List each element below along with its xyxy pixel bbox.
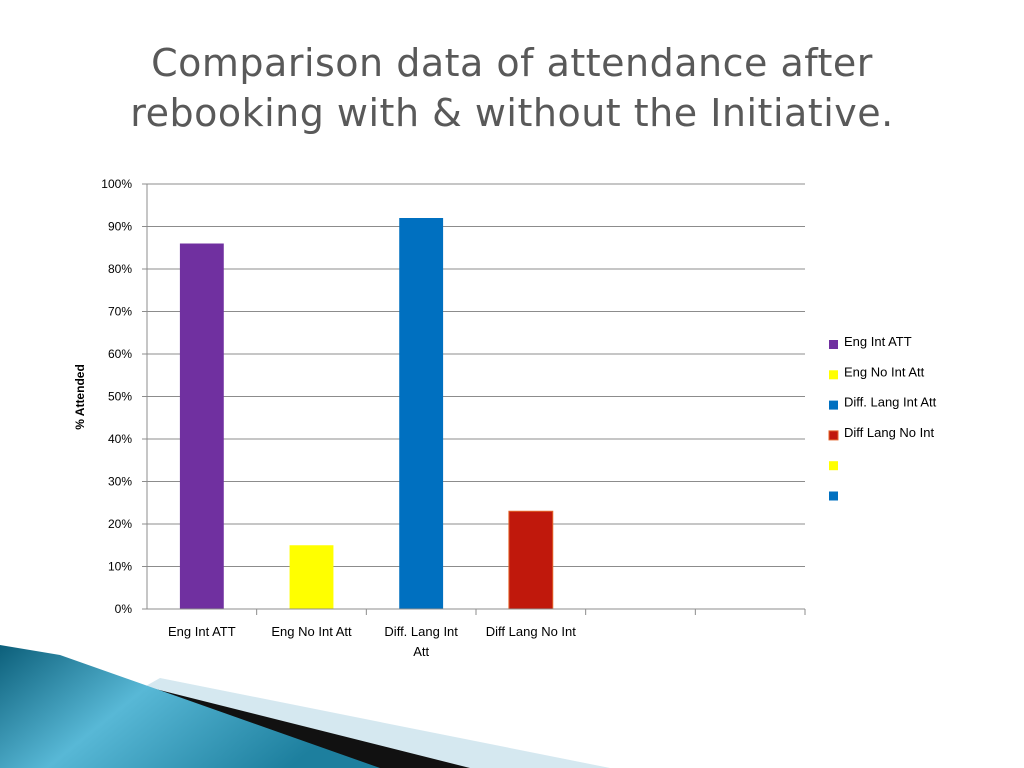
y-tick-label: 70%	[108, 305, 132, 319]
y-axis-ticks: 0% 10% 20% 30% 40% 50% 60% 70% 80% 90% 100%	[101, 177, 147, 616]
legend-label: Eng Int ATT	[844, 334, 912, 349]
x-tick-label: Diff Lang No Int	[486, 624, 576, 639]
slide-title: Comparison data of attendance after rebo…	[40, 38, 984, 138]
legend-swatch	[829, 400, 838, 410]
legend-swatch	[828, 430, 839, 441]
y-tick-label: 60%	[108, 347, 132, 361]
y-tick-label: 20%	[108, 517, 132, 531]
bar-3	[399, 218, 444, 609]
legend-swatch	[829, 370, 838, 380]
y-tick-label: 90%	[108, 220, 132, 234]
y-tick-label: 30%	[108, 475, 132, 489]
y-tick-label: 80%	[108, 262, 132, 276]
x-tick-label: Diff. Lang Int	[384, 624, 458, 639]
teal-stripe	[0, 645, 380, 768]
legend: Eng Int ATT Eng No Int Att Diff. Lang Int …	[828, 334, 937, 501]
legend-label: Diff. Lang Int Att	[844, 395, 937, 410]
x-tick-label: Eng No Int Att	[271, 624, 352, 639]
y-tick-label: 0%	[115, 602, 133, 616]
legend-label: Eng No Int Att	[844, 364, 925, 379]
bar-4	[508, 510, 554, 610]
bar-1	[179, 243, 224, 609]
legend-label: Diff Lang No Int	[844, 425, 934, 440]
bar-chart: 0% 10% 20% 30% 40% 50% 60% 70% 80% 90% 100% Eng In…	[73, 177, 937, 659]
y-tick-label: 40%	[108, 432, 132, 446]
gridlines	[147, 183, 805, 567]
axes	[146, 184, 806, 615]
title-line-1: Comparison data of attendance after	[151, 41, 873, 85]
bars	[179, 218, 554, 610]
x-tick-label: Eng Int ATT	[168, 624, 236, 639]
legend-swatch	[829, 491, 838, 501]
legend-swatch	[829, 461, 838, 471]
title-line-2: rebooking with & without the Initiative.	[130, 91, 894, 135]
legend-swatch	[829, 340, 838, 349]
y-tick-label: 10%	[108, 560, 132, 574]
y-axis-label: % Attended	[73, 364, 87, 430]
y-tick-label: 100%	[101, 177, 132, 191]
category-labels: Eng Int ATT Eng No Int Att Diff. Lang Int A…	[168, 624, 576, 659]
x-tick-label: Att	[413, 644, 429, 659]
y-tick-label: 50%	[108, 390, 132, 404]
bar-2	[289, 545, 334, 609]
